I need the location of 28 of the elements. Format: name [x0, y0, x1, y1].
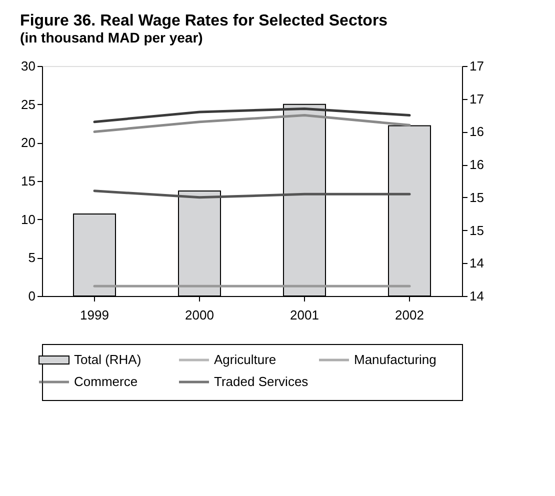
legend-label: Total (RHA) — [74, 352, 142, 367]
y-tick-label: 20 — [21, 135, 36, 150]
x-tick-label: 2002 — [395, 308, 424, 322]
y-tick-label: 0 — [28, 288, 36, 304]
y2-tick-label: 14 — [470, 256, 484, 271]
y-tick-label: 30 — [21, 58, 36, 74]
x-tick-label: 2000 — [185, 308, 214, 322]
line-series — [93, 107, 411, 124]
legend-label: Traded Services — [214, 374, 309, 389]
y2-tick-label: 16 — [470, 124, 484, 140]
y2-tick-label: 17 — [470, 91, 484, 106]
y2-tick-label: 17 — [470, 58, 484, 74]
legend-label: Commerce — [74, 374, 138, 389]
y2-tick-label: 15 — [470, 222, 484, 238]
chart-title: Figure 36. Real Wage Rates for Selected Sectors — [20, 12, 388, 30]
y-tick-label: 15 — [21, 174, 36, 188]
legend-label: Manufacturing — [354, 352, 436, 367]
y2-tick-label: 16 — [470, 157, 484, 172]
y-tick-label: 25 — [21, 96, 36, 112]
y2-tick-label: 15 — [470, 190, 484, 205]
y-tick-label: 5 — [28, 250, 36, 266]
y-tick-label: 10 — [21, 212, 36, 227]
chart-subtitle: (in thousand MAD per year) — [20, 30, 203, 46]
x-tick-label: 2001 — [290, 308, 319, 322]
y2-tick-label: 14 — [470, 288, 484, 304]
legend-label: Agriculture — [214, 352, 276, 367]
x-tick-label: 1999 — [80, 308, 109, 322]
line-series — [93, 114, 411, 133]
